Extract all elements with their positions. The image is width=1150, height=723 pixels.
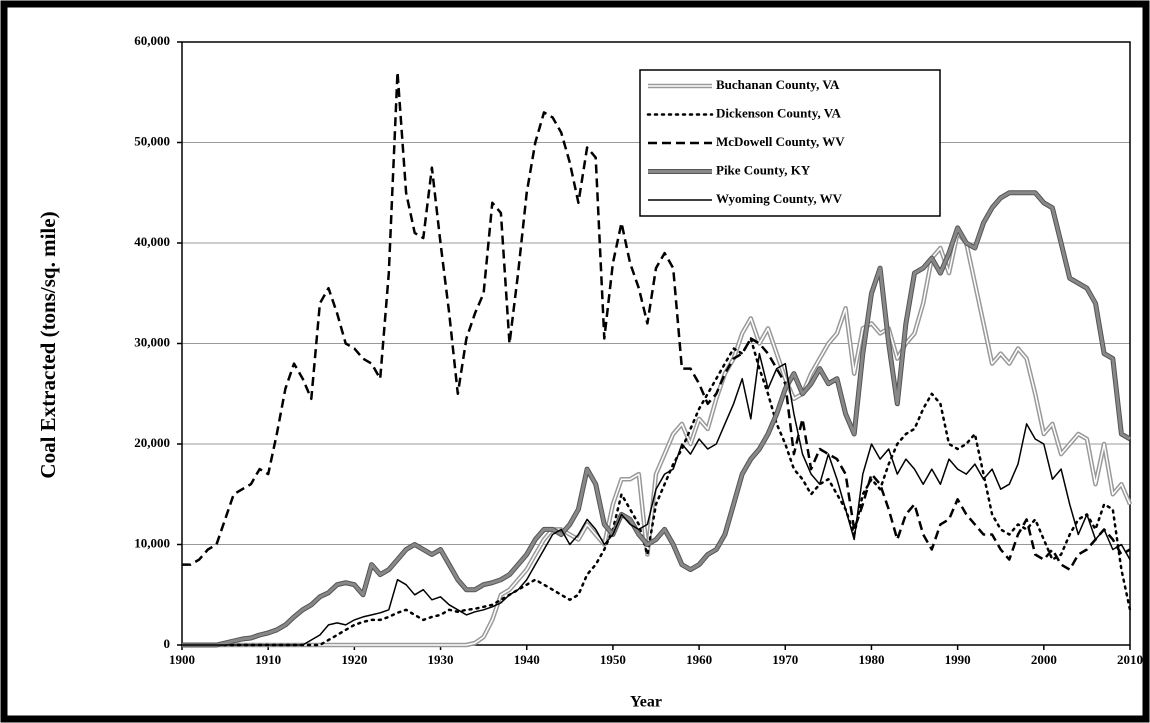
y-tick-label: 0: [164, 636, 171, 651]
x-tick-label: 1980: [858, 652, 884, 667]
legend-label: Dickenson County, VA: [716, 105, 841, 120]
legend-label: Wyoming County, WV: [716, 191, 843, 206]
x-tick-label: 1970: [772, 652, 798, 667]
x-tick-label: 2000: [1031, 652, 1057, 667]
x-tick-label: 1900: [169, 652, 195, 667]
series-line: [180, 337, 1132, 647]
x-tick-label: 1930: [428, 652, 454, 667]
y-tick-label: 30,000: [134, 334, 170, 349]
y-tick-label: 60,000: [134, 33, 170, 48]
plot-border: [181, 41, 1131, 646]
x-axis-title: Year: [630, 694, 662, 711]
series-line: [182, 70, 1131, 571]
y-tick-label: 10,000: [134, 535, 170, 550]
x-tick-label: 1910: [255, 652, 281, 667]
series-line: [182, 352, 1131, 646]
y-tick-label: 20,000: [134, 435, 170, 450]
series-line: [182, 232, 1131, 646]
y-tick-label: 50,000: [134, 133, 170, 148]
x-tick-label: 1920: [341, 652, 367, 667]
x-tick-label: 1990: [945, 652, 971, 667]
y-tick-label: 40,000: [134, 234, 170, 249]
x-tick-label: 1940: [514, 652, 540, 667]
y-axis-title: Coal Extracted (tons/sq. mile): [36, 211, 60, 478]
x-tick-label: 2010: [1117, 652, 1143, 667]
legend-label: Buchanan County, VA: [716, 77, 840, 92]
x-tick-label: 1950: [600, 652, 626, 667]
legend-label: Pike County, KY: [716, 162, 811, 177]
legend-label: McDowell County, WV: [716, 134, 845, 149]
x-tick-label: 1960: [686, 652, 712, 667]
series-line: [182, 191, 1131, 647]
